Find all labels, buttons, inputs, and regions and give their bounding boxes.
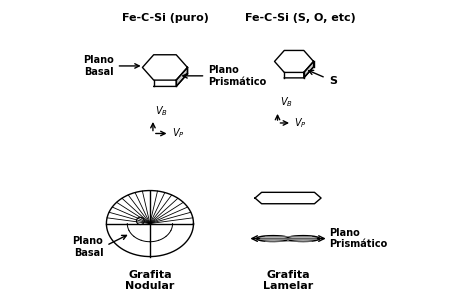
Text: Plano
Basal: Plano Basal [73,236,103,258]
Text: Plano
Basal: Plano Basal [83,55,114,77]
Text: Fe-C-Si (S, O, etc): Fe-C-Si (S, O, etc) [245,13,355,23]
Polygon shape [255,192,321,204]
Polygon shape [142,55,188,80]
Polygon shape [176,68,188,86]
Text: Grafita
Lamelar: Grafita Lamelar [263,269,313,291]
Text: Plano
Prismático: Plano Prismático [208,65,267,87]
Text: $V_B$: $V_B$ [155,104,168,118]
Text: Fe-C-Si (puro): Fe-C-Si (puro) [122,13,208,23]
Text: $V_P$: $V_P$ [172,127,184,140]
Polygon shape [275,50,314,72]
Polygon shape [304,62,314,78]
Text: Plano
Prismático: Plano Prismático [329,228,388,249]
Text: $V_B$: $V_B$ [280,96,293,109]
Text: $V_P$: $V_P$ [294,116,307,130]
Polygon shape [256,236,320,241]
Text: S: S [329,76,337,86]
Text: Grafita
Nodular: Grafita Nodular [125,269,175,291]
